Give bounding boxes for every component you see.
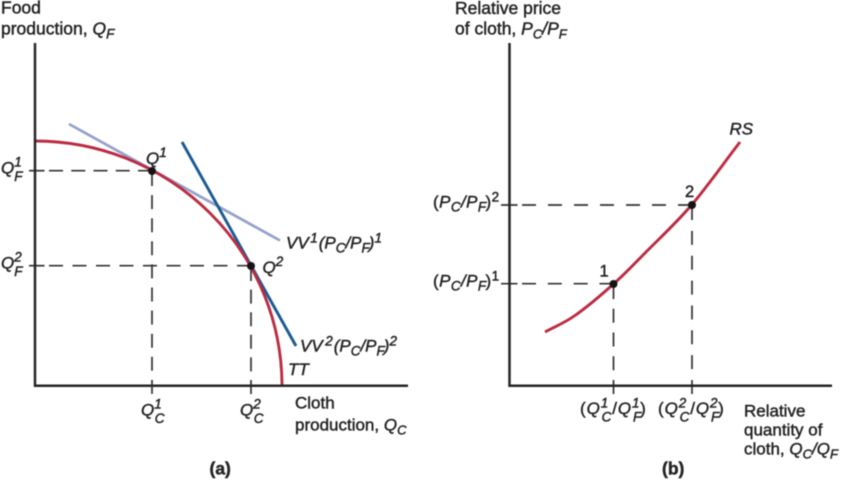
svg-text:Relative price: Relative price [455,0,561,18]
svg-text:production, QC: production, QC [295,416,407,438]
svg-text:quantity of: quantity of [744,421,823,440]
svg-text:Relative: Relative [744,401,805,420]
svg-text:Q2F: Q2 F [1,250,23,280]
svg-text:of cloth, PC/PF: of cloth, PC/PF [455,19,568,42]
svg-text:production, QF: production, QF [1,19,115,42]
svg-text:cloth, QC/QF: cloth, QC/QF [744,440,839,462]
svg-text:(Q2C/Q2F): (Q2 C/Q2 F) [658,396,725,425]
svg-text:Q2C: Q2 C [240,397,264,427]
svg-text:Food: Food [1,0,41,18]
svg-text:TT: TT [288,360,310,379]
svg-text:Cloth: Cloth [295,394,335,413]
svg-text:VV2(PC/PF)2: VV 2(PC/PF)2 [300,334,397,359]
svg-text:1: 1 [600,263,609,281]
svg-text:Q1F: Q1 F [1,155,23,185]
svg-text:(PC/PF)2: (PC/PF)2 [433,190,499,215]
svg-text:(PC/PF)1: (PC/PF)1 [433,269,499,294]
svg-text:(a): (a) [210,459,231,479]
svg-text:VV1(PC/PF)1: VV 1(PC/PF)1 [286,231,382,256]
svg-text:2: 2 [685,183,694,201]
svg-text:RS: RS [730,119,754,138]
svg-text:(b): (b) [662,459,684,479]
